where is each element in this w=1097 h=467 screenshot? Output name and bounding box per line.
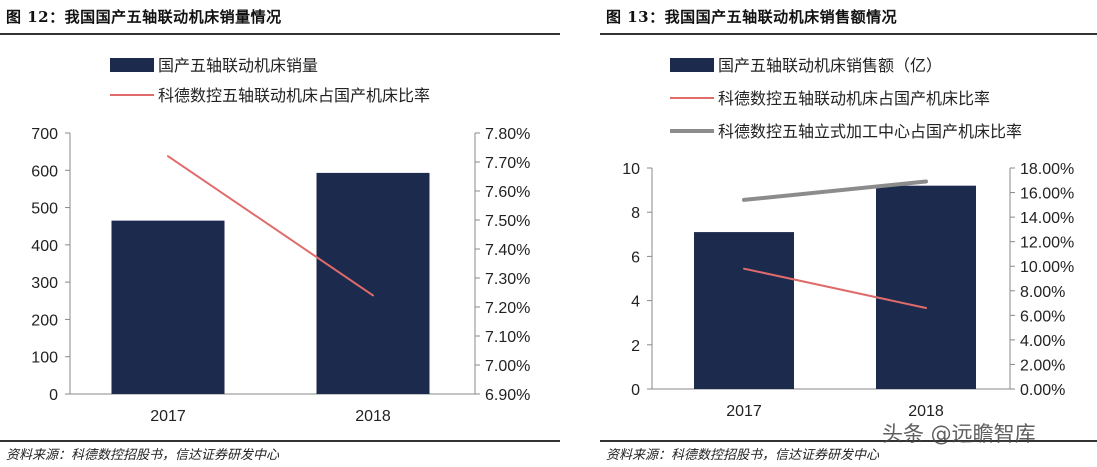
x-tick-label: 2018 xyxy=(355,408,391,425)
y-left-tick-label: 200 xyxy=(31,312,58,329)
legend-label: 科德数控五轴联动机床占国产机床比率 xyxy=(718,90,990,108)
y-right-tick-label: 7.00% xyxy=(485,358,530,375)
legend-label: 科德数控五轴立式加工中心占国产机床比率 xyxy=(718,123,1022,141)
y-left-tick-label: 500 xyxy=(31,201,58,218)
y-right-tick-label: 0.00% xyxy=(1020,382,1065,399)
y-right-tick-label: 7.20% xyxy=(485,300,530,317)
y-left-tick-label: 100 xyxy=(31,350,58,367)
watermark: 头条 @远瞻智库 xyxy=(882,422,1036,446)
bar-2017 xyxy=(111,220,225,394)
y-left-tick-label: 600 xyxy=(31,163,58,180)
y-left-tick-label: 10 xyxy=(622,161,640,178)
figure-12-source: 资料来源：科德数控招股书，信达证券研发中心 xyxy=(6,448,280,463)
y-right-tick-label: 7.70% xyxy=(485,155,530,172)
y-left-tick-label: 700 xyxy=(31,126,58,143)
y-right-tick-label: 8.00% xyxy=(1020,284,1065,301)
legend-label: 国产五轴联动机床销量 xyxy=(158,57,318,75)
figure-13-panel: 图 13：我国国产五轴联动机床销售额情况 0 2 4 6 8 10 0.00% 2.00% 4.… xyxy=(600,0,1097,467)
y-right-tick-label: 16.00% xyxy=(1020,186,1074,203)
y-right-tick-label: 4.00% xyxy=(1020,333,1065,350)
x-tick-label: 2018 xyxy=(908,403,944,420)
y-left-tick-label: 6 xyxy=(631,249,640,266)
figure-13-title: 图 13：我国国产五轴联动机床销售额情况 xyxy=(606,8,898,26)
y-left-tick-label: 0 xyxy=(631,382,640,399)
figure-12-title: 图 12：我国国产五轴联动机床销量情况 xyxy=(6,8,282,26)
y-left-tick-label: 300 xyxy=(31,275,58,292)
figure-13-chart: 0 2 4 6 8 10 0.00% 2.00% 4.00% 6.00% 8.00% 10.00% 12… xyxy=(622,57,1074,420)
y-right-tick-label: 7.50% xyxy=(485,213,530,230)
y-left-tick-label: 400 xyxy=(31,238,58,255)
y-right-tick-label: 18.00% xyxy=(1020,161,1074,178)
figure-12-panel: 图 12：我国国产五轴联动机床销量情况 0 100 200 300 400 500 600 7… xyxy=(0,8,560,463)
legend-label: 国产五轴联动机床销售额（亿） xyxy=(718,57,942,75)
y-right-tick-label: 12.00% xyxy=(1020,235,1074,252)
bar-2018 xyxy=(316,172,430,394)
y-right-tick-label: 7.30% xyxy=(485,271,530,288)
figure-13-source: 资料来源：科德数控招股书，信达证券研发中心 xyxy=(606,448,880,463)
y-left-tick-label: 0 xyxy=(49,387,58,404)
y-left-tick-label: 2 xyxy=(631,338,640,355)
x-tick-label: 2017 xyxy=(726,403,762,420)
series-line-2 xyxy=(742,179,928,202)
series-line-1 xyxy=(743,267,927,309)
y-right-tick-label: 7.80% xyxy=(485,126,530,143)
y-right-tick-label: 2.00% xyxy=(1020,357,1065,374)
y-right-tick-label: 6.00% xyxy=(1020,308,1065,325)
figure-12-bottom-rule xyxy=(0,440,560,442)
y-right-tick-label: 14.00% xyxy=(1020,210,1074,227)
figure-13-bottom-rule xyxy=(600,440,1097,442)
figure-13-top-rule xyxy=(600,33,1097,35)
bar-2017 xyxy=(694,232,794,389)
figure-12-chart: 0 100 200 300 400 500 600 700 6.90% 7.00% 7.10% 7.2… xyxy=(31,57,530,425)
y-right-tick-label: 7.10% xyxy=(485,329,530,346)
series-line-1 xyxy=(167,155,374,297)
y-left-tick-label: 8 xyxy=(631,205,640,222)
y-right-tick-label: 10.00% xyxy=(1020,259,1074,276)
figure-12-top-rule xyxy=(0,33,560,35)
y-right-tick-label: 6.90% xyxy=(485,387,530,404)
legend-swatch-bar xyxy=(110,58,154,72)
y-right-tick-label: 7.60% xyxy=(485,184,530,201)
bar-2018 xyxy=(876,185,976,389)
legend-swatch-bar xyxy=(670,58,714,72)
y-left-tick-label: 4 xyxy=(631,294,640,311)
x-tick-label: 2017 xyxy=(150,408,186,425)
y-right-tick-label: 7.40% xyxy=(485,242,530,259)
legend-label: 科德数控五轴联动机床占国产机床比率 xyxy=(158,87,430,105)
